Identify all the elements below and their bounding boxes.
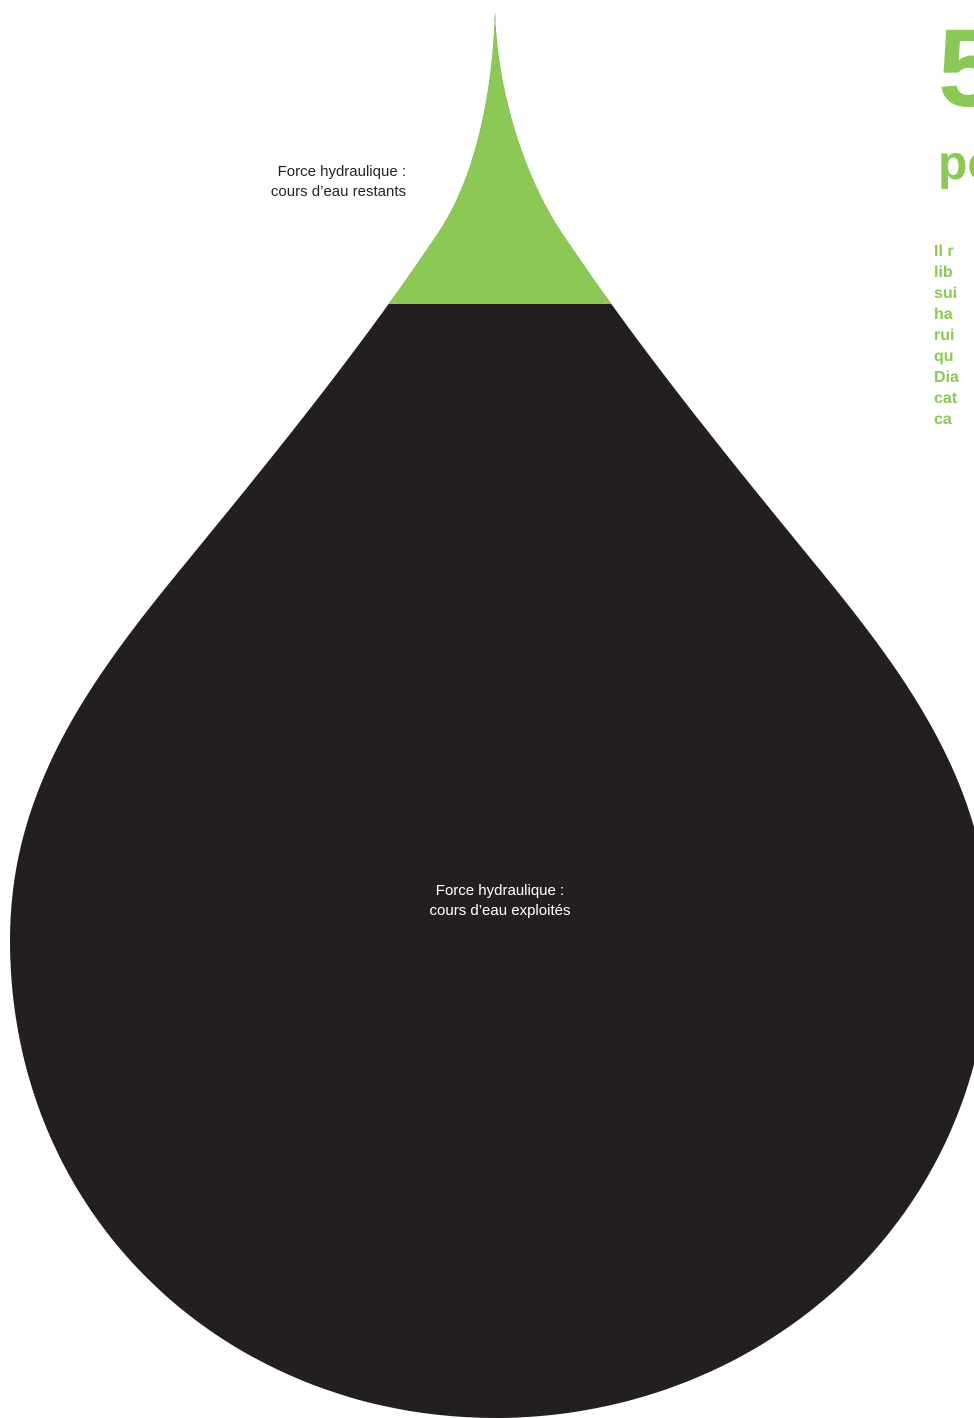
label-cours-deau-exploites: Force hydraulique : cours d’eau exploité… bbox=[0, 881, 974, 921]
body-line: lib bbox=[934, 264, 953, 281]
body-line: rui bbox=[934, 327, 955, 344]
label-cours-deau-restants: Force hydraulique : cours d’eau restants bbox=[271, 162, 406, 202]
big-number: 5 bbox=[938, 7, 974, 130]
segment-cours-deau-restants bbox=[10, 12, 974, 304]
body-line: ca bbox=[934, 411, 952, 428]
label-top-line2: cours d’eau restants bbox=[270, 183, 406, 200]
label-main-line1: Force hydraulique : bbox=[435, 882, 565, 899]
side-body-text: Il r lib sui ha rui qu Dia cat ca bbox=[934, 241, 959, 430]
body-line: sui bbox=[934, 285, 958, 302]
body-line: Dia bbox=[934, 369, 959, 386]
body-line: qu bbox=[934, 348, 954, 365]
side-headline: po bbox=[938, 137, 974, 190]
label-top-line1: Force hydraulique : bbox=[277, 163, 406, 180]
body-line: cat bbox=[934, 390, 958, 407]
body-line: Il r bbox=[934, 243, 954, 260]
label-main-line2: cours d’eau exploités bbox=[429, 902, 571, 919]
body-line: ha bbox=[934, 306, 953, 323]
